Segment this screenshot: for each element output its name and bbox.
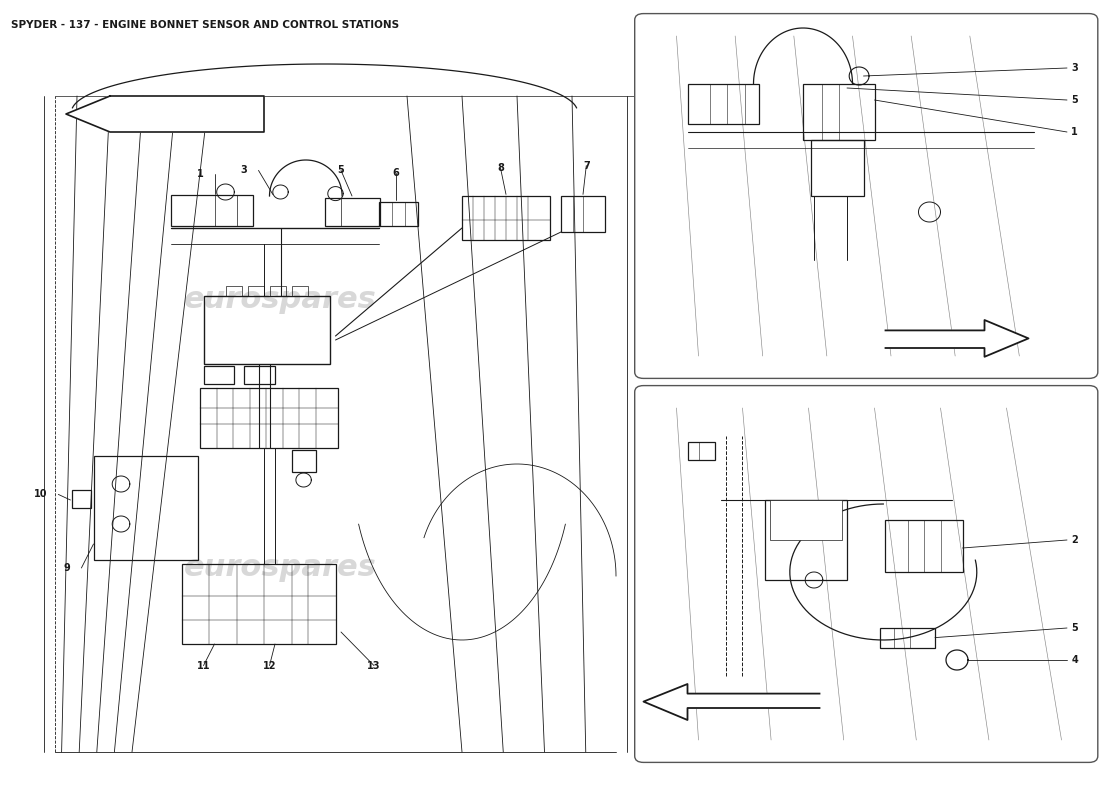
Bar [462, 196, 550, 240]
Bar [170, 195, 253, 226]
Text: 3: 3 [241, 166, 248, 175]
Bar [200, 388, 338, 448]
Text: 4: 4 [1071, 655, 1078, 665]
Bar [770, 500, 842, 540]
Bar [880, 628, 935, 648]
Text: eurospares: eurospares [749, 194, 890, 214]
Bar [204, 296, 330, 364]
Bar [292, 450, 316, 472]
Text: 1: 1 [1071, 127, 1078, 137]
Text: 13: 13 [367, 661, 381, 670]
Text: eurospares: eurospares [184, 554, 377, 582]
Text: 5: 5 [1071, 95, 1078, 105]
Text: 12: 12 [263, 661, 276, 670]
Bar [811, 140, 864, 196]
Bar [204, 366, 234, 384]
Text: 6: 6 [393, 168, 399, 178]
FancyBboxPatch shape [635, 386, 1098, 762]
Bar [226, 286, 242, 296]
Bar [244, 366, 275, 384]
Text: SPYDER - 137 - ENGINE BONNET SENSOR AND CONTROL STATIONS: SPYDER - 137 - ENGINE BONNET SENSOR AND … [11, 20, 399, 30]
Text: 7: 7 [583, 161, 590, 170]
Bar [248, 286, 264, 296]
Polygon shape [886, 320, 1028, 357]
Text: 9: 9 [64, 563, 70, 573]
Text: eurospares: eurospares [184, 286, 377, 314]
Bar [379, 202, 418, 226]
Bar [182, 564, 336, 644]
Bar [764, 500, 847, 580]
Bar [688, 442, 715, 460]
Text: 1: 1 [197, 169, 204, 178]
Text: 5: 5 [1071, 623, 1078, 633]
Text: eurospares: eurospares [749, 550, 890, 570]
Bar [292, 286, 308, 296]
Text: 2: 2 [1071, 535, 1078, 545]
Text: 11: 11 [197, 661, 210, 670]
Text: 5: 5 [338, 166, 344, 175]
Bar [688, 84, 759, 124]
Text: 10: 10 [34, 490, 47, 499]
Text: 8: 8 [497, 163, 504, 173]
Bar [270, 286, 286, 296]
Polygon shape [644, 684, 820, 720]
Bar [561, 196, 605, 232]
Bar [324, 198, 380, 226]
Polygon shape [66, 96, 264, 132]
Text: 3: 3 [1071, 63, 1078, 73]
Bar [94, 456, 198, 560]
Bar [803, 84, 874, 140]
FancyBboxPatch shape [635, 14, 1098, 378]
Bar [72, 490, 91, 508]
Bar [886, 520, 962, 572]
